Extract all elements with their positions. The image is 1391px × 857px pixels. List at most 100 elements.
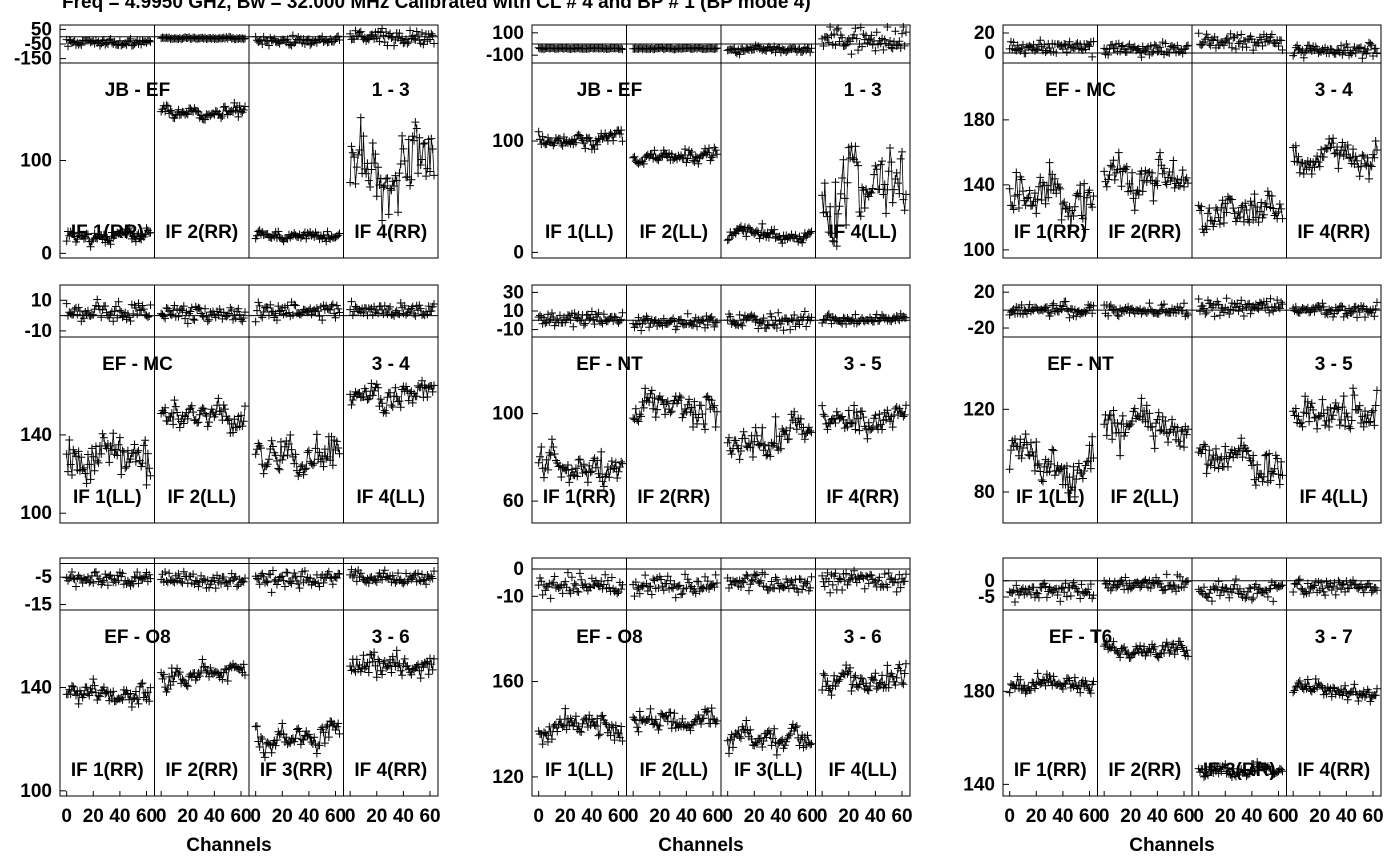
amplitude-points: [62, 675, 155, 712]
phase-points: [1005, 36, 1098, 61]
x-tick-label: 60: [325, 806, 346, 827]
x-tick-label: 20: [1026, 806, 1047, 827]
amplitude-points: [62, 429, 155, 489]
phase-points: [534, 307, 627, 331]
amplitude-points: [723, 219, 816, 248]
amplitude-tick-label: 120: [963, 399, 995, 420]
x-tick-label: 0: [250, 806, 261, 827]
phase-tick-label: -50: [25, 34, 52, 55]
amplitude-points: [251, 430, 344, 481]
amplitude-points: [629, 143, 722, 168]
phase-points: [818, 309, 911, 328]
baseline-plot: 20 -20 120 80 IF 1(LL) IF 2(LL) IF 4(LL) EF - N…: [963, 282, 1382, 524]
if-label: IF 2(RR): [165, 760, 238, 781]
x-tick-label: 20: [366, 806, 387, 827]
amplitude-series: [538, 439, 623, 487]
phase-points: [534, 43, 627, 54]
if-label: IF 1(RR): [71, 222, 144, 243]
antenna-pair-label: 3 - 4: [372, 354, 410, 375]
amplitude-points: [1100, 394, 1193, 460]
x-tick-label: 20: [272, 806, 293, 827]
x-tick-label: 60: [1362, 806, 1383, 827]
phase-tick-label: -10: [497, 586, 524, 607]
x-tick-label: 20: [744, 806, 765, 827]
if-label: IF 4(RR): [354, 222, 427, 243]
x-tick-label: 60: [419, 806, 440, 827]
phase-points: [157, 32, 250, 44]
if-label: IF 4(RR): [1297, 760, 1370, 781]
phase-points: [534, 568, 627, 603]
if-label: IF 4(RR): [1297, 222, 1370, 243]
phase-points: [1289, 575, 1382, 600]
phase-tick-label: -20: [968, 318, 995, 339]
antenna-pair-label: 3 - 7: [1315, 627, 1353, 648]
x-tick-label: 20: [838, 806, 859, 827]
if-label: IF 2(LL): [1110, 487, 1179, 508]
if-label: IF 4(RR): [826, 487, 899, 508]
phase-tick-label: 20: [974, 23, 995, 44]
phase-tick-label: 10: [31, 290, 52, 311]
amplitude-points: [1194, 434, 1287, 490]
x-tick-label: 20: [555, 806, 576, 827]
phase-tick-label: 30: [503, 282, 524, 303]
amplitude-points: [1100, 148, 1193, 215]
x-axis-label: Channels: [1129, 835, 1215, 856]
amplitude-series: [1009, 434, 1094, 497]
phase-tick-label: 0: [513, 559, 524, 580]
x-tick-label: 40: [1147, 806, 1168, 827]
amplitude-series: [1009, 162, 1094, 230]
amplitude-points: [1289, 674, 1382, 706]
x-tick-label: 40: [581, 806, 602, 827]
x-tick-label: 60: [230, 806, 251, 827]
amplitude-points: [1005, 669, 1098, 698]
if-label: IF 4(LL): [356, 487, 425, 508]
amplitude-points: [1100, 637, 1193, 663]
phase-points: [251, 566, 344, 597]
phase-points: [346, 297, 439, 320]
phase-points: [346, 565, 439, 589]
if-label: IF 1(LL): [1016, 487, 1085, 508]
phase-tick-label: 0: [984, 571, 995, 592]
x-tick-label: 20: [1120, 806, 1141, 827]
phase-points: [1289, 298, 1382, 322]
phase-points: [629, 43, 722, 54]
amplitude-tick-label: 0: [41, 243, 52, 264]
amplitude-tick-label: 180: [963, 681, 995, 702]
phase-points: [818, 23, 911, 59]
amplitude-series: [1103, 152, 1189, 211]
amplitude-points: [818, 142, 911, 251]
amplitude-series: [255, 434, 340, 478]
x-tick-label: 40: [1336, 806, 1357, 827]
if-label: IF 1(LL): [73, 487, 142, 508]
amplitude-series: [66, 679, 151, 708]
amplitude-points: [1005, 430, 1098, 501]
amplitude-points: [1005, 158, 1098, 234]
phase-points: [1005, 297, 1098, 322]
antenna-pair-label: 3 - 5: [1315, 354, 1353, 375]
x-tick-label: 40: [676, 806, 697, 827]
amplitude-tick-label: 0: [513, 242, 524, 263]
phase-tick-label: -5: [978, 587, 995, 608]
x-tick-label: 40: [1052, 806, 1073, 827]
phase-tick-label: 100: [492, 23, 524, 44]
x-tick-label: 60: [1268, 806, 1289, 827]
phase-tick-label: 50: [31, 19, 52, 40]
phase-points: [1100, 299, 1193, 321]
amplitude-tick-label: 140: [20, 678, 52, 699]
amplitude-tick-label: 140: [963, 774, 995, 795]
amplitude-series: [1198, 761, 1283, 779]
amplitude-tick-label: 80: [974, 482, 995, 503]
amplitude-tick-label: 160: [492, 672, 524, 693]
amplitude-tick-label: 60: [503, 491, 524, 512]
amplitude-points: [346, 113, 439, 225]
amplitude-points: [251, 717, 344, 762]
baseline-label: JB - EF: [105, 80, 170, 101]
if-label: IF 2(LL): [639, 760, 708, 781]
amplitude-tick-label: 140: [20, 425, 52, 446]
x-tick-label: 60: [891, 806, 912, 827]
amplitude-tick-label: 100: [963, 240, 995, 261]
phase-points: [157, 301, 250, 328]
amplitude-points: [723, 407, 816, 464]
